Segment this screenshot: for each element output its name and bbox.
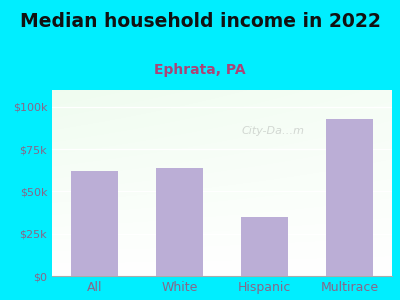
Text: Ephrata, PA: Ephrata, PA [154,63,246,77]
Text: City-Da…m: City-Da…m [242,126,304,136]
Bar [241,217,288,276]
Text: Median household income in 2022: Median household income in 2022 [20,12,380,31]
Bar [326,119,373,276]
Bar [71,171,118,276]
Bar [156,168,203,276]
